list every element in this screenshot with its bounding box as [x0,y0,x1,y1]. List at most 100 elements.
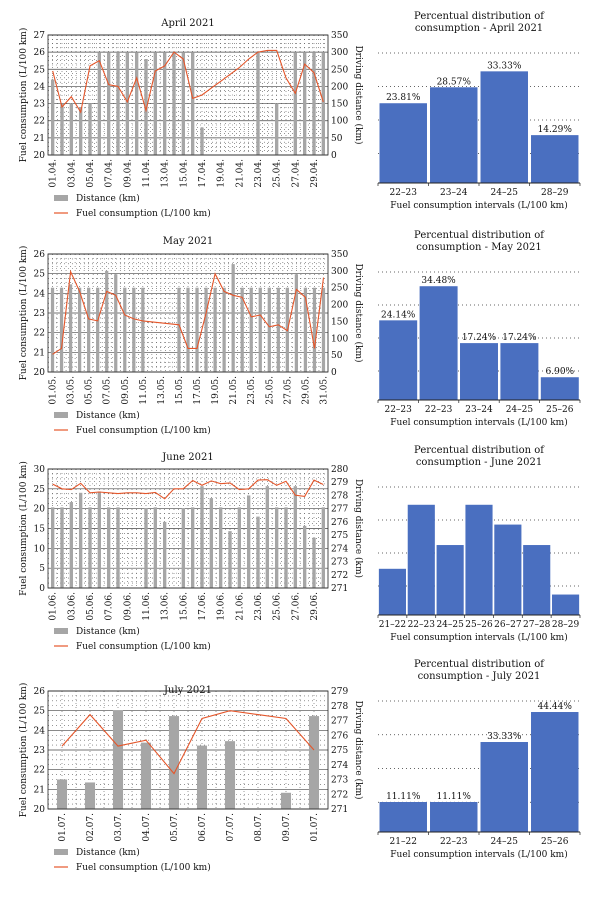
x-tick-label: 25.05. [265,376,275,405]
x-tick-label: 25–26 [541,837,569,847]
x-tick-label: 24–25 [436,620,464,630]
legend-label-fuel: Fuel consumption (L/100 km) [76,862,211,873]
y2-tick-label: 100 [331,334,348,344]
x-tick-label: 17.06. [198,592,208,621]
histogram-bar [552,594,580,615]
y-tick-label: 26 [34,48,46,58]
y2-tick-label: 277 [331,717,348,727]
distance-bar [162,52,167,156]
distance-bar [204,287,208,372]
distance-bar [87,287,91,372]
distance-bar [78,492,83,588]
distance-bar [78,107,83,155]
distance-bar [134,52,139,156]
legend: Distance (km) Fuel consumption (L/100 km) [54,193,211,219]
y2-tick-label: 300 [331,48,348,58]
chart-title: Percentual distribution of consumption - … [414,11,545,34]
distance-bar [303,287,308,372]
histogram-bar [419,286,458,400]
x-tick-label: 01.04. [49,159,59,188]
x-tick-label: 11.04. [142,159,152,188]
x-tick-label: 19.04. [217,159,227,188]
y2-tick-label: 274 [331,761,348,771]
histogram-7: Percentual distribution of consumption - … [377,659,581,860]
y-tick-label: 22 [34,329,45,339]
y2-tick-label: 100 [331,117,348,127]
distance-bar [213,287,217,372]
y2-tick-label: 274 [331,544,348,554]
y-tick-label: 25 [34,485,46,495]
x-tick-label: 24–25 [506,405,534,415]
distance-bar [50,79,55,155]
x-tick-label: 23–24 [440,188,468,198]
distance-bar [200,127,204,155]
histogram-bar [540,377,579,400]
distance-bar [312,287,317,372]
y-tick-label: 27 [34,31,46,41]
y-tick-label: 20 [34,805,46,815]
plot-frame [47,468,329,589]
y2-tick-label: 280 [331,465,348,475]
distance-bar [112,710,124,809]
x-tick-label: 28–29 [552,620,580,630]
x-tick-label: 01.07. [310,813,320,842]
x-tick-label: 11.05. [139,376,149,405]
histogram-bar [436,545,464,615]
distance-bar [190,507,195,588]
histogram-bar [465,504,493,615]
legend-label-distance: Distance (km) [76,847,140,858]
x-axis-label: Fuel consumption intervals (L/100 km) [390,417,567,428]
y-tick-label: 26 [34,687,46,697]
distance-bar [172,52,176,156]
x-tick-label: 19.05. [211,376,221,405]
histogram-bar [500,343,539,400]
x-tick-label: 22–23 [384,405,412,415]
histogram-5: Percentual distribution of consumption - … [377,445,581,643]
data-label: 34.48% [421,276,456,286]
x-tick-label: 04.07. [142,813,152,842]
legend-label-fuel: Fuel consumption (L/100 km) [76,641,211,652]
distance-bar [144,508,148,588]
x-tick-label: 11.06. [142,592,152,621]
x-tick-label: 28–29 [541,188,569,198]
x-tick-label: 23.04. [254,159,264,188]
x-tick-label: 09.06. [123,592,133,621]
x-tick-label: 22–23 [390,188,418,198]
distance-bar [200,486,204,588]
y2-tick-label: 278 [331,491,348,501]
legend-label-fuel: Fuel consumption (L/100 km) [76,425,211,436]
legend-swatch-distance [54,195,68,201]
y-tick-label: 20 [34,151,46,161]
data-label: 33.33% [487,732,522,742]
y2-axis-label: Driving distance (km) [353,479,364,578]
y2-tick-label: 150 [331,100,348,110]
y-axis-label: Fuel consumption (L/100 km) [18,246,29,381]
y-tick-label: 22 [34,117,45,127]
distance-bar [258,287,262,372]
x-tick-label: 23.06. [254,592,264,621]
x-tick-label: 24–25 [491,188,519,198]
distance-bar [181,52,186,156]
distance-bar [106,507,111,588]
y-tick-label: 15 [34,525,46,535]
y2-tick-label: 300 [331,267,348,277]
combo-chart-april-2021: April 2021 20 21 22 23 24 25 26 27 0 50 100 150 200 25… [18,18,364,219]
y-tick-label: 25 [34,270,46,280]
x-tick-label: 09.04. [123,159,133,188]
grid-dotted [48,469,328,588]
x-tick-label: 26–27 [494,620,522,630]
distance-bar [209,498,214,588]
fuel-consumption-line [61,710,315,775]
y2-tick-label: 271 [331,584,348,594]
x-tick-label: 08.07. [254,813,264,842]
x-axis-label: Fuel consumption intervals (L/100 km) [390,849,567,860]
x-tick-label: 19.06. [217,592,227,621]
histogram-bar [480,71,528,183]
distance-bar [77,287,82,372]
distance-bar [222,287,226,372]
distance-bar [312,537,316,588]
distance-bar [105,270,109,372]
distance-bar [59,287,64,372]
y2-tick-label: 275 [331,531,348,541]
x-tick-label: 13.05. [157,376,167,405]
